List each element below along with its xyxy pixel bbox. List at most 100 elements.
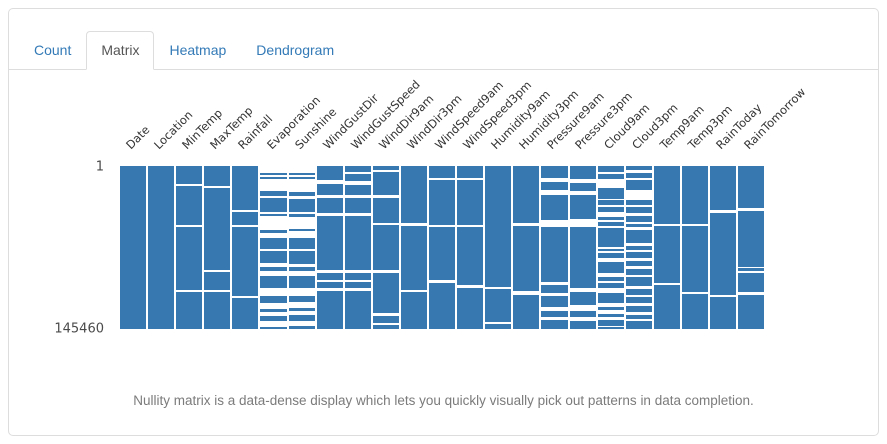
missing-band <box>541 220 568 227</box>
missing-band <box>429 224 456 227</box>
missing-band <box>597 246 624 249</box>
missing-band <box>288 174 315 177</box>
missing-band <box>260 233 287 239</box>
matrix-column-RainTomorrow <box>738 166 765 329</box>
missing-band <box>569 317 596 321</box>
matrix-column-WindDir9am <box>372 166 399 329</box>
missing-band <box>232 209 259 213</box>
missing-band <box>372 194 399 198</box>
tab-heatmap[interactable]: Heatmap <box>169 42 227 58</box>
missing-band <box>260 195 287 198</box>
matrix-column-Humidity3pm <box>513 166 540 329</box>
missing-band <box>625 221 652 224</box>
missing-band <box>288 249 315 252</box>
missing-band <box>344 172 371 174</box>
missing-band <box>316 212 343 217</box>
missing-band <box>316 270 343 273</box>
matrix-column-Cloud3pm <box>625 166 652 329</box>
missing-band <box>541 281 568 285</box>
missing-band <box>541 178 568 182</box>
missing-band <box>457 285 484 288</box>
missing-band <box>597 280 624 283</box>
matrix-column-Sunshine <box>288 166 315 329</box>
missing-band <box>260 248 287 251</box>
missing-band <box>597 317 624 320</box>
tab-matrix[interactable]: Matrix <box>86 31 155 70</box>
matrix-column-MinTemp <box>176 166 203 329</box>
missing-band <box>344 270 371 273</box>
missing-band <box>485 322 512 325</box>
missing-band <box>625 258 652 261</box>
tab-dendrogram[interactable]: Dendrogram <box>256 42 335 58</box>
missing-band <box>176 183 203 186</box>
missing-band <box>625 178 652 180</box>
missing-band <box>316 194 343 198</box>
matrix-column-Pressure3pm <box>569 166 596 329</box>
matrix-column-Humidity9am <box>485 166 512 329</box>
missing-band <box>457 224 484 227</box>
missing-band <box>597 212 624 218</box>
missing-band <box>344 287 371 292</box>
missing-band <box>625 190 652 201</box>
missing-band <box>597 325 624 328</box>
missing-band <box>625 249 652 253</box>
missing-band <box>288 196 315 200</box>
missing-band <box>288 231 315 238</box>
missing-band <box>288 288 315 297</box>
missing-band <box>625 275 652 278</box>
matrix-column-Evaporation <box>260 166 287 329</box>
missing-band <box>260 263 287 268</box>
missing-band <box>400 223 428 226</box>
missing-band <box>709 294 737 298</box>
missing-band <box>260 215 287 230</box>
missing-band <box>429 280 456 283</box>
missing-band <box>344 180 371 185</box>
matrix-column-WindSpeed9am <box>429 166 456 329</box>
figure-caption: Nullity matrix is a data-dense display w… <box>133 393 754 408</box>
matrix-column-Rainfall <box>232 166 259 329</box>
missing-band <box>597 172 624 174</box>
missing-band <box>625 213 652 216</box>
missing-band <box>260 212 287 214</box>
missing-band <box>738 271 765 273</box>
missing-band <box>260 166 287 173</box>
missing-band <box>709 210 737 213</box>
missing-band <box>204 289 231 292</box>
missing-band <box>625 205 652 207</box>
missing-band <box>344 212 371 216</box>
missing-band <box>541 306 568 311</box>
missing-band <box>569 288 596 293</box>
missing-band <box>344 195 371 199</box>
missing-band <box>597 179 624 188</box>
missing-band <box>569 219 596 227</box>
missing-band <box>232 295 259 298</box>
missing-band <box>260 312 287 317</box>
missing-band <box>653 282 680 286</box>
missing-band <box>738 292 765 295</box>
missing-band <box>625 311 652 315</box>
results-panel: Count Matrix Heatmap Dendrogram Date Loca… <box>8 8 879 436</box>
tab-count[interactable]: Count <box>34 42 72 58</box>
missing-band <box>625 242 652 246</box>
missing-band <box>569 190 596 196</box>
matrix-column-Temp9am <box>653 166 680 329</box>
matrix-column-WindGustDir <box>316 166 343 329</box>
missing-band <box>288 271 315 276</box>
missing-band <box>232 224 259 227</box>
column-label-Date: Date <box>123 122 153 152</box>
missing-band <box>204 185 231 188</box>
missing-band <box>485 286 512 290</box>
missing-band <box>288 178 315 192</box>
missing-band <box>204 269 231 273</box>
missing-band <box>597 220 624 223</box>
missing-band <box>625 303 652 306</box>
missing-band <box>625 170 652 173</box>
missing-band <box>176 224 203 227</box>
missing-band <box>597 273 624 278</box>
missing-band <box>372 323 399 326</box>
tab-bar: Count Matrix Heatmap Dendrogram <box>9 31 878 70</box>
missing-band <box>260 271 287 277</box>
matrix-column-Cloud9am <box>597 166 624 329</box>
missing-band <box>597 258 624 263</box>
matrix-column-Location <box>148 166 175 329</box>
